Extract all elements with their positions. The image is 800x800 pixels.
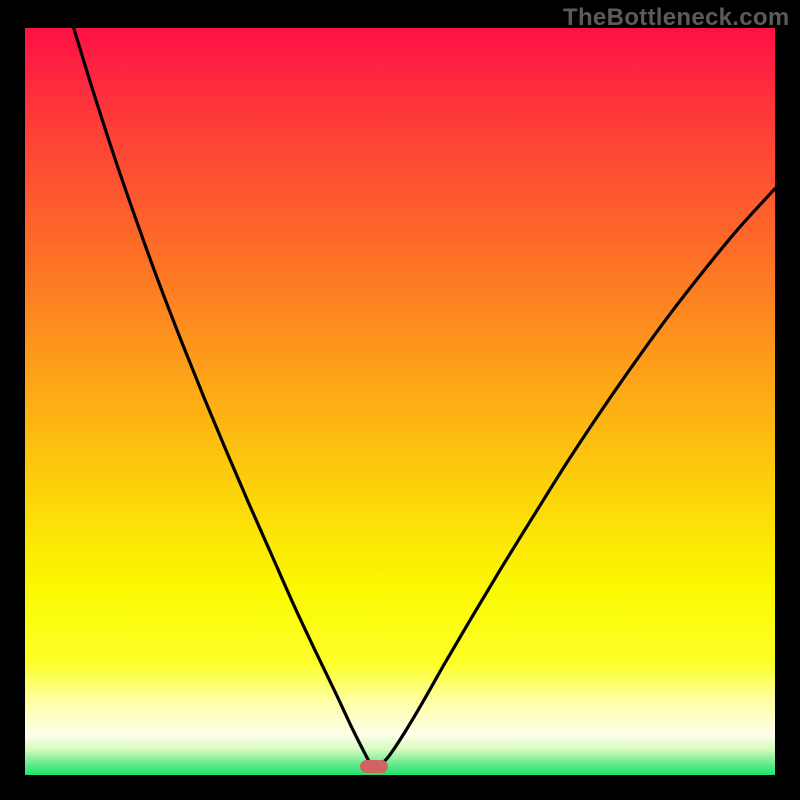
curve-layer bbox=[25, 28, 775, 775]
optimum-marker bbox=[360, 760, 388, 773]
chart-plot-area bbox=[25, 28, 775, 775]
outer-frame: TheBottleneck.com bbox=[0, 0, 800, 800]
watermark-text: TheBottleneck.com bbox=[563, 4, 789, 32]
gradient-background bbox=[25, 28, 775, 775]
